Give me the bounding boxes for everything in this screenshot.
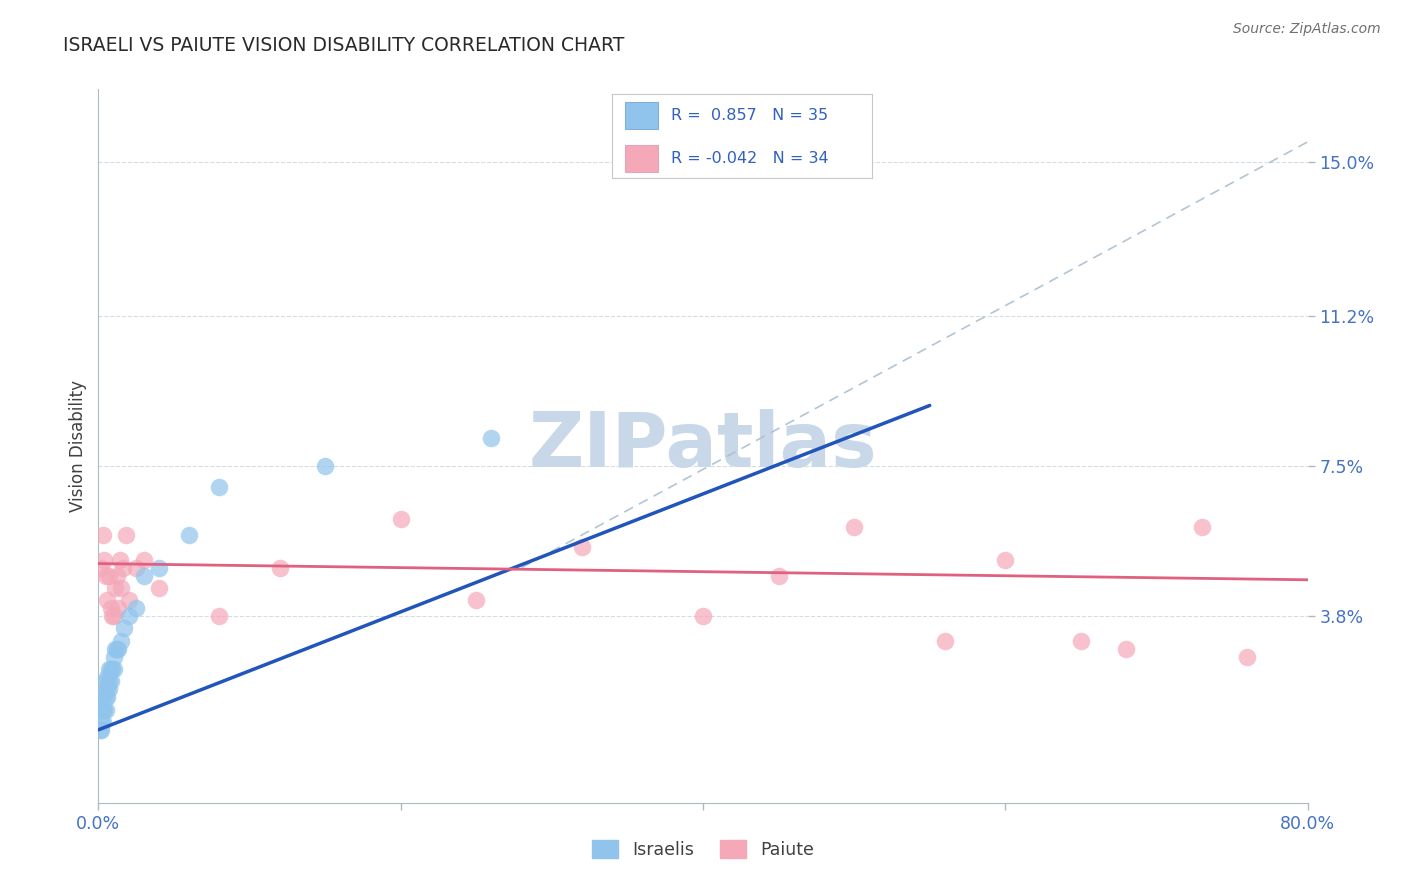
Point bbox=[98, 682, 121, 697]
Point bbox=[94, 568, 117, 582]
Point bbox=[314, 459, 336, 474]
Text: ISRAELI VS PAIUTE VISION DISABILITY CORRELATION CHART: ISRAELI VS PAIUTE VISION DISABILITY CORR… bbox=[63, 36, 624, 54]
Point bbox=[148, 581, 170, 595]
Point bbox=[148, 560, 170, 574]
Legend: Israelis, Paiute: Israelis, Paiute bbox=[585, 833, 821, 865]
Point bbox=[112, 622, 135, 636]
Point bbox=[389, 512, 412, 526]
Point bbox=[96, 670, 118, 684]
Text: Source: ZipAtlas.com: Source: ZipAtlas.com bbox=[1233, 22, 1381, 37]
Point bbox=[98, 662, 121, 676]
Point bbox=[994, 552, 1017, 566]
Point bbox=[768, 568, 790, 582]
Point bbox=[103, 662, 125, 676]
Point bbox=[93, 682, 115, 697]
Point bbox=[90, 560, 112, 574]
Point bbox=[104, 581, 127, 595]
Point bbox=[125, 560, 148, 574]
Point bbox=[1115, 641, 1137, 656]
Point bbox=[844, 520, 866, 534]
Point bbox=[208, 609, 231, 624]
Point bbox=[96, 682, 118, 697]
Point bbox=[100, 674, 122, 689]
Point bbox=[94, 702, 117, 716]
Point bbox=[93, 702, 115, 716]
Point bbox=[465, 593, 488, 607]
Point bbox=[108, 552, 131, 566]
Point bbox=[101, 662, 124, 676]
Point bbox=[94, 690, 117, 705]
Point bbox=[118, 609, 141, 624]
Point bbox=[96, 593, 118, 607]
Point bbox=[91, 528, 114, 542]
Point bbox=[1070, 633, 1092, 648]
Point bbox=[100, 601, 122, 615]
Point bbox=[89, 723, 111, 737]
Point bbox=[110, 581, 132, 595]
Point bbox=[101, 609, 124, 624]
Point bbox=[104, 641, 127, 656]
Point bbox=[692, 609, 714, 624]
Point bbox=[132, 552, 155, 566]
Point bbox=[91, 702, 114, 716]
Point bbox=[107, 641, 129, 656]
Point bbox=[1236, 649, 1258, 664]
Point bbox=[91, 714, 114, 729]
Point bbox=[93, 552, 115, 566]
Text: ZIPatlas: ZIPatlas bbox=[529, 409, 877, 483]
Point bbox=[98, 568, 121, 582]
Point bbox=[90, 714, 112, 729]
FancyBboxPatch shape bbox=[624, 145, 658, 171]
Text: R =  0.857   N = 35: R = 0.857 N = 35 bbox=[672, 108, 828, 123]
Point bbox=[96, 690, 118, 705]
Point bbox=[571, 541, 593, 555]
Point bbox=[118, 593, 141, 607]
Point bbox=[98, 674, 121, 689]
Point bbox=[269, 560, 291, 574]
Point bbox=[1191, 520, 1213, 534]
Point bbox=[105, 641, 128, 656]
Point bbox=[114, 528, 136, 542]
Point bbox=[91, 690, 114, 705]
FancyBboxPatch shape bbox=[624, 103, 658, 129]
Point bbox=[110, 633, 132, 648]
Point bbox=[208, 479, 231, 493]
Point bbox=[132, 568, 155, 582]
Point bbox=[103, 609, 125, 624]
Y-axis label: Vision Disability: Vision Disability bbox=[69, 380, 87, 512]
Point bbox=[107, 601, 129, 615]
Text: R = -0.042   N = 34: R = -0.042 N = 34 bbox=[672, 151, 830, 166]
Point bbox=[125, 601, 148, 615]
Point bbox=[179, 528, 201, 542]
Point bbox=[105, 568, 128, 582]
Point bbox=[103, 649, 125, 664]
Point bbox=[934, 633, 956, 648]
Point bbox=[481, 431, 503, 445]
Point bbox=[111, 560, 134, 574]
Point bbox=[100, 662, 122, 676]
Point bbox=[90, 723, 112, 737]
Point bbox=[94, 674, 117, 689]
